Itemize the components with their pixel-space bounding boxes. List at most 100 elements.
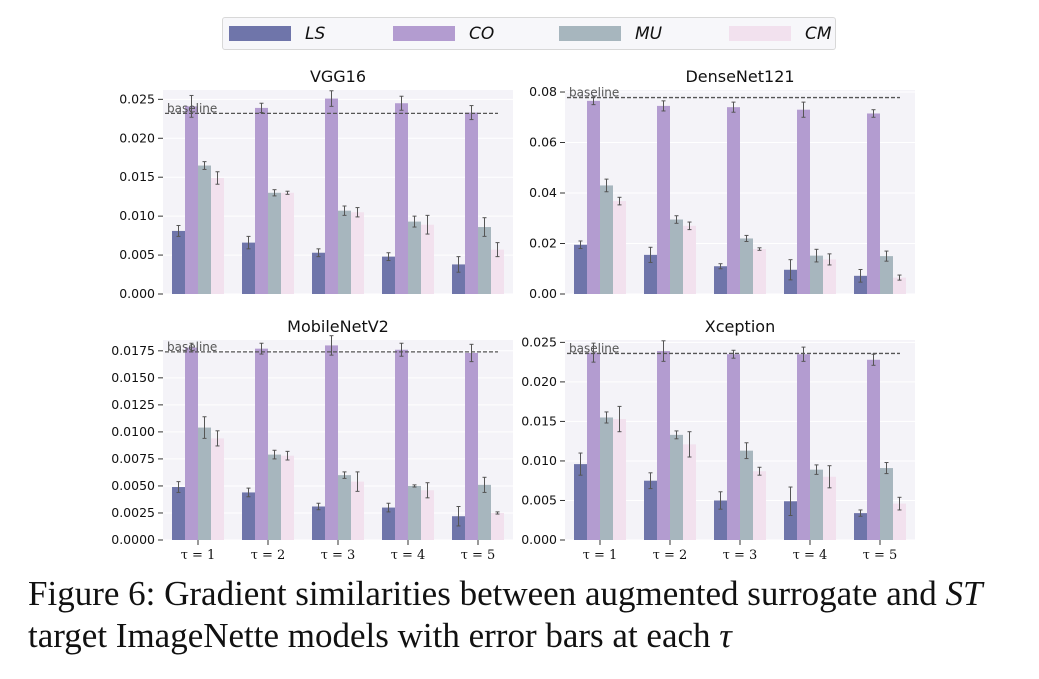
x-tick-label: τ = 2 [653, 548, 688, 563]
bar-ls [312, 252, 325, 294]
chart-xception: Xception 0.000 0.005 0.010 0.015 0.020 0.025 τ … [521, 317, 915, 563]
bar-ls [644, 480, 657, 540]
bar-co [325, 345, 338, 540]
bar-cm [491, 249, 504, 294]
bar-co [185, 347, 198, 540]
bar-ls [172, 487, 185, 540]
bar-cm [421, 490, 434, 540]
bar-mu [600, 185, 613, 294]
chart-legend: LS CO MU CM [222, 17, 836, 50]
bar-cm [613, 419, 626, 540]
panel-title: Xception [705, 317, 775, 336]
bar-mu [880, 468, 893, 540]
baseline-label: baseline [167, 101, 217, 115]
y-tick-label: 0.010 [521, 453, 557, 468]
x-tick-label: τ = 5 [461, 548, 496, 563]
bar-ls [854, 513, 867, 540]
baseline-label: baseline [167, 340, 217, 354]
y-tick-label: 0.015 [521, 413, 557, 428]
legend-label-co: CO [469, 23, 495, 44]
bar-co [867, 359, 880, 540]
bar-cm [753, 249, 766, 294]
legend-label-mu: MU [635, 23, 663, 44]
y-tick-label: 0.000 [119, 286, 155, 301]
bar-mu [198, 427, 211, 540]
bar-cm [753, 471, 766, 540]
plot-area: DenseNet121 0.00 0.02 0.04 0.06 0.08 baseline [529, 67, 915, 301]
bar-co [255, 348, 268, 540]
bar-ls [854, 275, 867, 294]
bar-co [325, 98, 338, 295]
bar-ls [242, 492, 255, 540]
bar-co [657, 351, 670, 540]
y-tick-label: 0.04 [529, 185, 557, 200]
bar-co [255, 107, 268, 294]
x-tick-label: τ = 5 [863, 548, 898, 563]
bar-co [797, 109, 810, 294]
legend-swatch-cm [729, 26, 791, 41]
legend-item-ls: LS [229, 18, 325, 49]
bar-co [185, 106, 198, 295]
bar-co [727, 107, 740, 294]
bar-mu [810, 255, 823, 294]
x-tick-label: τ = 2 [251, 548, 286, 563]
legend-swatch-ls [229, 26, 291, 41]
plot-area: Xception 0.000 0.005 0.010 0.015 0.020 0.025 τ … [521, 317, 915, 563]
y-tick-label: 0.020 [119, 130, 155, 145]
bar-co [797, 354, 810, 540]
panel-title: DenseNet121 [685, 67, 794, 86]
legend-item-cm: CM [729, 18, 832, 49]
y-tick-label: 0.020 [521, 374, 557, 389]
y-tick-label: 0.0175 [111, 343, 155, 358]
bar-mu [478, 227, 491, 294]
bar-co [395, 349, 408, 540]
y-tick-label: 0.010 [119, 208, 155, 223]
caption-tau-symbol: τ [719, 616, 732, 655]
caption-text-2: target ImageNette models with error bars… [28, 616, 720, 655]
bar-co [587, 352, 600, 540]
y-tick-label: 0.000 [521, 532, 557, 547]
bar-cm [491, 512, 504, 540]
bar-co [867, 113, 880, 294]
bar-cm [281, 192, 294, 294]
x-tick-label: τ = 1 [583, 548, 618, 563]
bar-ls [714, 500, 727, 540]
bar-co [465, 352, 478, 540]
bar-co [727, 354, 740, 540]
legend-swatch-mu [559, 26, 621, 41]
y-tick-label: 0.00 [529, 286, 557, 301]
y-tick-label: 0.025 [119, 91, 155, 106]
plot-area: VGG16 0.000 0.005 0.010 0.015 0.020 0.025 basel… [119, 67, 513, 301]
bar-co [587, 100, 600, 294]
bar-ls [714, 266, 727, 294]
bar-mu [338, 210, 351, 294]
y-tick-label: 0.015 [119, 169, 155, 184]
x-tick-label: τ = 3 [723, 548, 758, 563]
chart-vgg16: VGG16 0.000 0.005 0.010 0.015 0.020 0.025 basel… [119, 67, 513, 301]
bar-cm [613, 201, 626, 294]
bar-cm [683, 225, 696, 294]
bar-ls [574, 244, 587, 294]
bar-mu [740, 450, 753, 540]
y-tick-label: 0.0100 [111, 424, 155, 439]
y-tick-label: 0.06 [529, 135, 557, 150]
bar-cm [351, 212, 364, 294]
bar-mu [408, 221, 421, 294]
y-tick-label: 0.005 [119, 247, 155, 262]
bar-mu [670, 219, 683, 294]
bar-mu [740, 238, 753, 294]
bar-ls [242, 242, 255, 294]
y-tick-label: 0.005 [521, 492, 557, 507]
bar-mu [478, 484, 491, 540]
bar-mu [268, 192, 281, 294]
bar-mu [670, 434, 683, 540]
bar-mu [880, 256, 893, 294]
x-tick-label: τ = 1 [181, 548, 216, 563]
figure-caption: Figure 6: Gradient similarities between … [28, 573, 1018, 657]
bar-cm [893, 503, 906, 540]
y-tick-label: 0.02 [529, 236, 557, 251]
bar-ls [382, 507, 395, 540]
caption-text-1: Figure 6: Gradient similarities between … [28, 574, 946, 613]
bar-ls [644, 254, 657, 294]
bar-ls [382, 256, 395, 294]
